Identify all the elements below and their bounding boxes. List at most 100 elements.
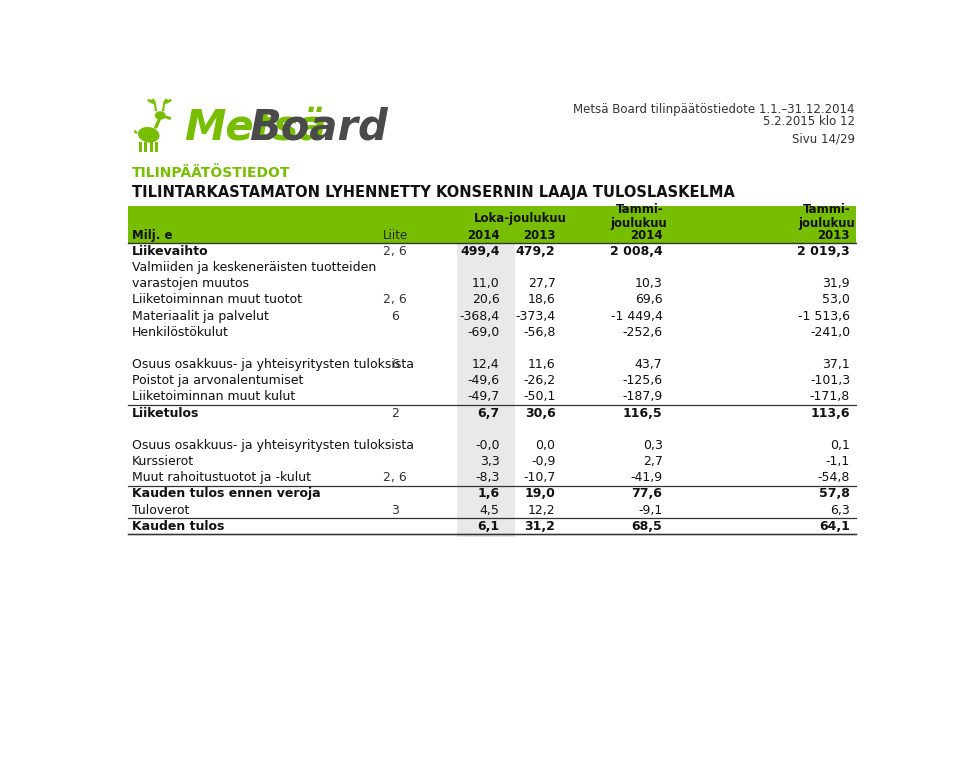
Text: 2, 6: 2, 6 bbox=[383, 293, 407, 306]
Text: 57,8: 57,8 bbox=[819, 487, 850, 501]
Text: 19,0: 19,0 bbox=[525, 487, 556, 501]
Text: -26,2: -26,2 bbox=[523, 374, 556, 387]
Text: Tammi-
joulukuu: Tammi- joulukuu bbox=[799, 203, 855, 230]
Text: 2,7: 2,7 bbox=[642, 455, 662, 468]
Text: -8,3: -8,3 bbox=[475, 471, 500, 484]
Text: 5.2.2015 klo 12: 5.2.2015 klo 12 bbox=[762, 116, 854, 128]
Text: -54,8: -54,8 bbox=[818, 471, 850, 484]
Text: -101,3: -101,3 bbox=[810, 374, 850, 387]
Text: -0,0: -0,0 bbox=[475, 439, 500, 452]
Text: Sivu 14/29: Sivu 14/29 bbox=[792, 132, 854, 145]
Text: Loka-joulukuu: Loka-joulukuu bbox=[473, 213, 566, 225]
Text: -1,1: -1,1 bbox=[826, 455, 850, 468]
Text: 11,6: 11,6 bbox=[528, 358, 556, 371]
Text: -373,4: -373,4 bbox=[516, 310, 556, 323]
Text: 68,5: 68,5 bbox=[632, 520, 662, 533]
Bar bbox=[457, 206, 516, 537]
Text: 12,4: 12,4 bbox=[472, 358, 500, 371]
Text: 116,5: 116,5 bbox=[623, 407, 662, 420]
Text: Osuus osakkuus- ja yhteisyritysten tuloksista: Osuus osakkuus- ja yhteisyritysten tulok… bbox=[132, 358, 414, 371]
Text: 3,3: 3,3 bbox=[480, 455, 500, 468]
Text: 20,6: 20,6 bbox=[472, 293, 500, 306]
Text: Henkilöstökulut: Henkilöstökulut bbox=[132, 326, 228, 339]
Text: 1,6: 1,6 bbox=[478, 487, 500, 501]
Text: 11,0: 11,0 bbox=[472, 277, 500, 290]
Text: -0,9: -0,9 bbox=[531, 455, 556, 468]
Text: 64,1: 64,1 bbox=[819, 520, 850, 533]
Text: Tammi-
joulukuu: Tammi- joulukuu bbox=[611, 203, 667, 230]
Text: Valmiiden ja keskeneräisten tuotteiden: Valmiiden ja keskeneräisten tuotteiden bbox=[132, 261, 376, 274]
Text: 31,2: 31,2 bbox=[525, 520, 556, 533]
Text: Muut rahoitustuotot ja -kulut: Muut rahoitustuotot ja -kulut bbox=[132, 471, 311, 484]
Text: -1 449,4: -1 449,4 bbox=[611, 310, 662, 323]
Text: 113,6: 113,6 bbox=[810, 407, 850, 420]
Text: Board: Board bbox=[250, 106, 388, 148]
Text: -252,6: -252,6 bbox=[622, 326, 662, 339]
Text: -187,9: -187,9 bbox=[622, 390, 662, 403]
Text: -69,0: -69,0 bbox=[468, 326, 500, 339]
Text: 0,3: 0,3 bbox=[642, 439, 662, 452]
Text: Tuloverot: Tuloverot bbox=[132, 504, 189, 517]
Text: 479,2: 479,2 bbox=[516, 245, 556, 258]
Text: -1 513,6: -1 513,6 bbox=[798, 310, 850, 323]
Text: 2014: 2014 bbox=[468, 229, 500, 242]
Polygon shape bbox=[147, 99, 155, 104]
Text: 43,7: 43,7 bbox=[635, 358, 662, 371]
Text: 12,2: 12,2 bbox=[528, 504, 556, 517]
Text: Materiaalit ja palvelut: Materiaalit ja palvelut bbox=[132, 310, 269, 323]
Text: Liiketoiminnan muut kulut: Liiketoiminnan muut kulut bbox=[132, 390, 295, 403]
Polygon shape bbox=[154, 119, 161, 129]
Text: 37,1: 37,1 bbox=[823, 358, 850, 371]
Text: 2, 6: 2, 6 bbox=[383, 245, 407, 258]
Text: TILINPÄÄTÖSTIEDOT: TILINPÄÄTÖSTIEDOT bbox=[132, 166, 290, 180]
Text: -241,0: -241,0 bbox=[810, 326, 850, 339]
Text: 2 019,3: 2 019,3 bbox=[798, 245, 850, 258]
Text: 69,6: 69,6 bbox=[635, 293, 662, 306]
Text: 2, 6: 2, 6 bbox=[383, 471, 407, 484]
Text: 2014: 2014 bbox=[630, 229, 662, 242]
Text: 6,3: 6,3 bbox=[830, 504, 850, 517]
Polygon shape bbox=[155, 142, 158, 152]
Bar bbox=[128, 206, 856, 243]
Text: 2013: 2013 bbox=[818, 229, 850, 242]
Text: 6,7: 6,7 bbox=[478, 407, 500, 420]
Text: Liikevaihto: Liikevaihto bbox=[132, 245, 208, 258]
Text: -171,8: -171,8 bbox=[810, 390, 850, 403]
Text: -56,8: -56,8 bbox=[523, 326, 556, 339]
Text: Liite: Liite bbox=[382, 229, 408, 242]
Text: 30,6: 30,6 bbox=[525, 407, 556, 420]
Text: 2: 2 bbox=[391, 407, 399, 420]
Polygon shape bbox=[165, 99, 172, 104]
Text: -125,6: -125,6 bbox=[622, 374, 662, 387]
Text: Kauden tulos: Kauden tulos bbox=[132, 520, 224, 533]
Text: Poistot ja arvonalentumiset: Poistot ja arvonalentumiset bbox=[132, 374, 303, 387]
Text: -368,4: -368,4 bbox=[460, 310, 500, 323]
Text: -49,6: -49,6 bbox=[468, 374, 500, 387]
Ellipse shape bbox=[155, 111, 166, 119]
Text: 499,4: 499,4 bbox=[460, 245, 500, 258]
Ellipse shape bbox=[138, 127, 159, 142]
Text: 6: 6 bbox=[391, 358, 399, 371]
Text: 2 008,4: 2 008,4 bbox=[610, 245, 662, 258]
Text: Osuus osakkuus- ja yhteisyritysten tuloksista: Osuus osakkuus- ja yhteisyritysten tulok… bbox=[132, 439, 414, 452]
Text: 6: 6 bbox=[391, 310, 399, 323]
Text: -10,7: -10,7 bbox=[523, 471, 556, 484]
Text: 31,9: 31,9 bbox=[823, 277, 850, 290]
Text: 0,1: 0,1 bbox=[830, 439, 850, 452]
Text: TILINTARKASTAMATON LYHENNETTY KONSERNIN LAAJA TULOSLASKELMA: TILINTARKASTAMATON LYHENNETTY KONSERNIN … bbox=[132, 185, 734, 200]
Text: -50,1: -50,1 bbox=[523, 390, 556, 403]
Text: 0,0: 0,0 bbox=[536, 439, 556, 452]
Text: -49,7: -49,7 bbox=[468, 390, 500, 403]
Text: 27,7: 27,7 bbox=[528, 277, 556, 290]
Text: 4,5: 4,5 bbox=[480, 504, 500, 517]
Text: Kauden tulos ennen veroja: Kauden tulos ennen veroja bbox=[132, 487, 321, 501]
Polygon shape bbox=[150, 99, 157, 112]
Text: 18,6: 18,6 bbox=[528, 293, 556, 306]
Text: Liiketoiminnan muut tuotot: Liiketoiminnan muut tuotot bbox=[132, 293, 301, 306]
Text: Metsä Board tilinpäätöstiedote 1.1.–31.12.2014: Metsä Board tilinpäätöstiedote 1.1.–31.1… bbox=[573, 103, 854, 116]
Polygon shape bbox=[134, 129, 138, 134]
Text: 3: 3 bbox=[391, 504, 399, 517]
Text: 53,0: 53,0 bbox=[822, 293, 850, 306]
Text: Liiketulos: Liiketulos bbox=[132, 407, 199, 420]
Text: Kurssierot: Kurssierot bbox=[132, 455, 194, 468]
